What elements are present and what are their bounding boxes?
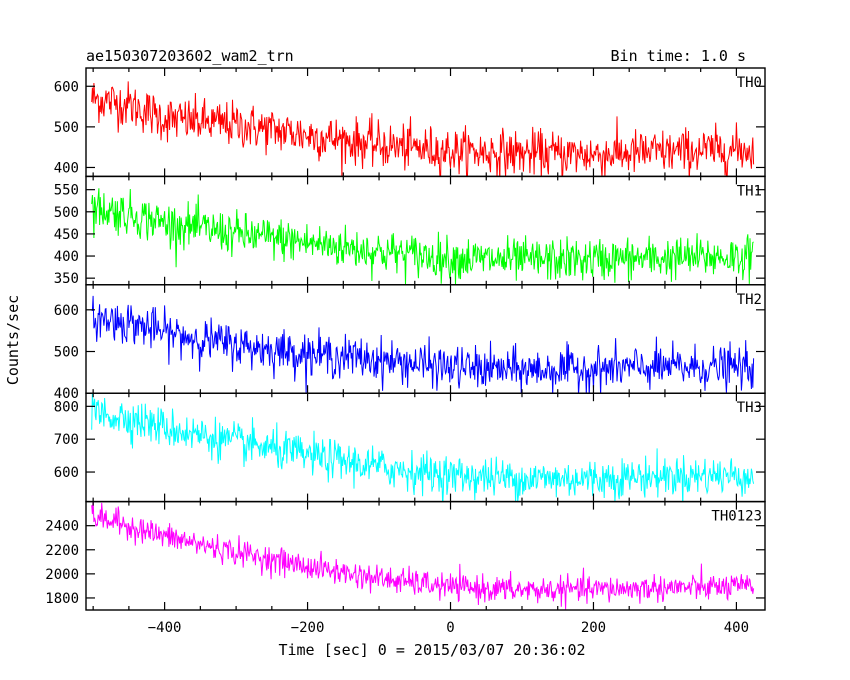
- panel-frame: [85, 175, 766, 286]
- panel-frame: [85, 500, 766, 611]
- panel-stack: 400 500 600 TH0 350 400 450 500 550 TH1 400 500 600 T…: [45, 67, 766, 611]
- y-tick-label: 500: [54, 205, 79, 221]
- panel-label-th2: TH2: [737, 292, 762, 308]
- y-tick-label: 800: [54, 399, 79, 415]
- x-tick-label: −400: [148, 620, 182, 636]
- y-tick-label: 500: [54, 345, 79, 361]
- y-tick-label: 400: [54, 249, 79, 265]
- panel-th0: 400 500 600 TH0: [54, 67, 766, 178]
- chart-title-left: ae150307203602_wam2_trn: [86, 47, 294, 65]
- y-tick-label: 2200: [45, 543, 79, 559]
- y-tick-label: 550: [54, 183, 79, 199]
- panel-label-th3: TH3: [737, 400, 762, 416]
- panel-th1: 350 400 450 500 550 TH1: [54, 175, 766, 287]
- y-tick-label: 600: [54, 79, 79, 95]
- series-line-th2: [91, 295, 755, 394]
- x-tick-label: 400: [724, 620, 749, 636]
- y-tick-label: 500: [54, 120, 79, 136]
- y-tick-label: 2000: [45, 567, 79, 583]
- y-tick-label: 700: [54, 432, 79, 448]
- x-tick-label: 0: [446, 620, 454, 636]
- panel-label-th1: TH1: [737, 183, 762, 199]
- y-tick-label: 450: [54, 227, 79, 243]
- y-axis-title: Counts/sec: [4, 295, 22, 385]
- y-tick-label: 2400: [45, 519, 79, 535]
- y-tick-label: 600: [54, 303, 79, 319]
- y-tick-label: 1800: [45, 591, 79, 607]
- panel-th3: 600 700 800 TH3: [54, 392, 766, 503]
- x-tick-label: −200: [291, 620, 325, 636]
- x-axis-title: Time [sec] 0 = 2015/03/07 20:36:02: [278, 641, 585, 659]
- panel-th0123: 1800 2000 2200 2400 TH0123: [45, 500, 766, 611]
- y-tick-label: 400: [54, 386, 79, 402]
- panel-label-th0123: TH0123: [711, 509, 762, 525]
- y-tick-label: 350: [54, 271, 79, 287]
- series-line-th0: [91, 81, 755, 177]
- y-tick-label: 400: [54, 160, 79, 176]
- series-line-th1: [91, 188, 754, 285]
- panel-label-th0: TH0: [737, 75, 762, 91]
- y-tick-label: 600: [54, 465, 79, 481]
- series-line-th3: [91, 393, 755, 502]
- x-tick-label: 200: [581, 620, 606, 636]
- chart-title-right: Bin time: 1.0 s: [611, 47, 746, 65]
- x-axis: −400 −200 0 200 400: [148, 620, 749, 636]
- panel-th2: 400 500 600 TH2: [54, 284, 766, 402]
- panel-frame: [85, 392, 766, 503]
- series-line-th0123: [91, 501, 755, 610]
